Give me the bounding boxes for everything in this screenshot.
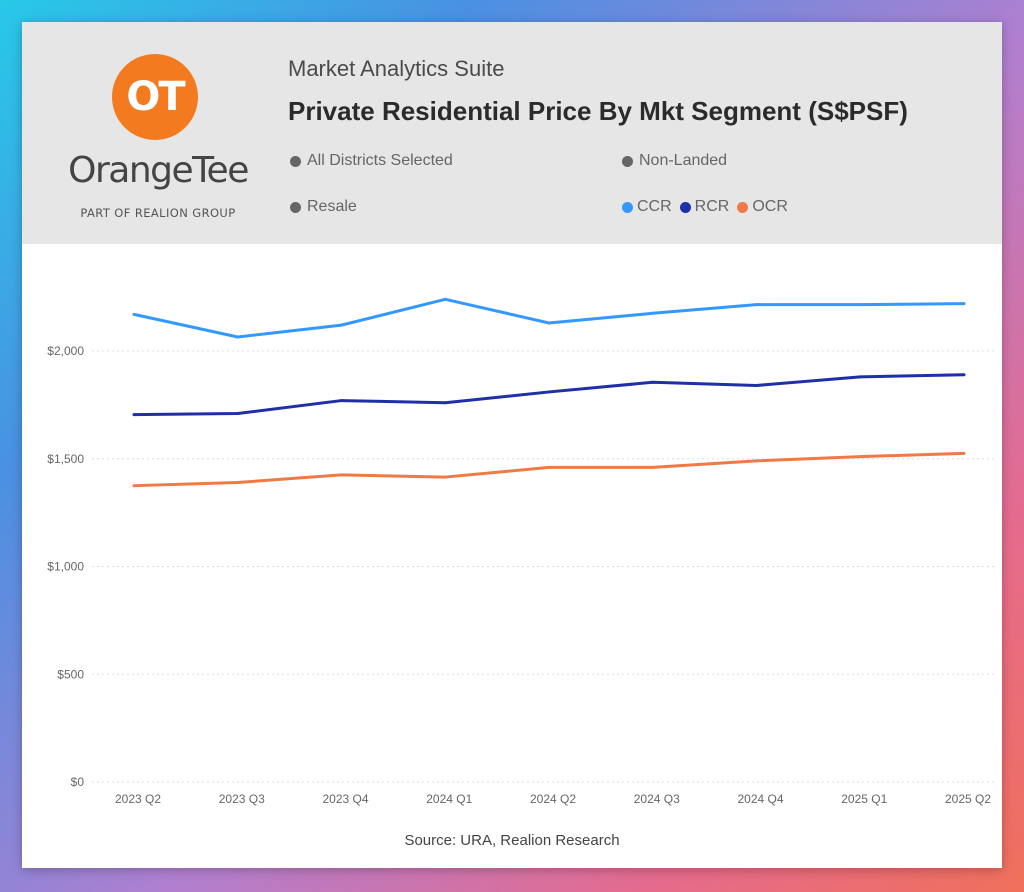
- data-point-ccr[interactable]: [962, 302, 966, 306]
- x-tick-label: 2024 Q1: [426, 792, 472, 806]
- data-point-ocr[interactable]: [755, 459, 758, 463]
- data-point-ccr[interactable]: [443, 297, 447, 301]
- x-tick-label: 2024 Q4: [737, 792, 783, 806]
- y-tick-label: $500: [57, 667, 84, 681]
- filter-property-type-label: Non-Landed: [639, 152, 728, 169]
- data-point-ccr[interactable]: [132, 312, 136, 316]
- y-tick-label: $0: [71, 775, 85, 789]
- data-point-ocr[interactable]: [651, 465, 655, 469]
- brand-name: OrangeTee: [68, 150, 249, 191]
- legend-ccr-dot: [622, 201, 633, 213]
- series-line-ccr[interactable]: [133, 297, 965, 339]
- legend-rcr-dot: [679, 201, 691, 213]
- logo-monogram: OT: [126, 74, 185, 120]
- filter-sale-type-label: Resale: [307, 198, 357, 215]
- data-point-rcr[interactable]: [858, 375, 862, 379]
- orangetee-logo-icon: OT: [112, 54, 198, 140]
- legend-item-ocr[interactable]: OCR: [737, 198, 788, 216]
- data-point-rcr[interactable]: [443, 401, 447, 405]
- legend-item-ccr[interactable]: CCR: [622, 198, 672, 216]
- legend-item-rcr[interactable]: RCR: [679, 198, 730, 216]
- legend-ccr-label: CCR: [637, 198, 672, 215]
- source-note: Source: URA, Realion Research: [404, 832, 620, 849]
- line-chart: $0 $500 $1,000 $1,500 $2,000 2023 Q2 2023 Q3 20…: [47, 297, 997, 806]
- x-tick-label: 2024 Q2: [530, 792, 576, 806]
- chart-card: OT OrangeTee PART OF REALION GROUP Marke…: [22, 22, 1002, 868]
- bullet-icon: [290, 201, 301, 213]
- data-point-ccr[interactable]: [755, 303, 758, 307]
- header-panel: OT OrangeTee PART OF REALION GROUP Marke…: [22, 22, 1002, 244]
- x-tick-label: 2023 Q4: [322, 792, 368, 806]
- data-point-ocr[interactable]: [443, 475, 447, 479]
- data-point-rcr[interactable]: [651, 380, 655, 384]
- data-point-ocr[interactable]: [340, 473, 343, 477]
- data-point-ocr[interactable]: [547, 465, 551, 469]
- data-point-ccr[interactable]: [340, 323, 343, 327]
- x-tick-label: 2025 Q2: [945, 792, 991, 806]
- suite-label: Market Analytics Suite: [288, 56, 505, 81]
- data-point-rcr[interactable]: [962, 373, 966, 377]
- filter-districts[interactable]: All Districts Selected: [290, 152, 453, 170]
- filter-property-type[interactable]: Non-Landed: [622, 152, 727, 170]
- data-point-ocr[interactable]: [132, 484, 136, 488]
- legend-ocr-dot: [737, 201, 749, 213]
- data-point-ccr[interactable]: [236, 335, 240, 339]
- bullet-icon: [622, 155, 633, 167]
- data-point-ocr[interactable]: [858, 455, 862, 459]
- y-tick-label: $1,500: [47, 452, 84, 466]
- filter-sale-type[interactable]: Resale: [290, 198, 357, 216]
- data-point-ocr[interactable]: [236, 480, 240, 484]
- data-point-ccr[interactable]: [547, 321, 551, 325]
- data-point-ccr[interactable]: [858, 303, 862, 307]
- filter-districts-label: All Districts Selected: [307, 152, 453, 169]
- bullet-icon: [290, 155, 301, 167]
- data-point-ocr[interactable]: [962, 451, 966, 455]
- page-title: Private Residential Price By Mkt Segment…: [288, 96, 908, 126]
- y-tick-label: $1,000: [47, 560, 84, 574]
- x-tick-label: 2025 Q1: [841, 792, 887, 806]
- chart-legend: CCR RCR OCR: [622, 198, 796, 216]
- data-point-rcr[interactable]: [236, 411, 240, 415]
- data-point-ccr[interactable]: [651, 311, 655, 315]
- series-line-rcr[interactable]: [133, 373, 965, 417]
- x-tick-label: 2023 Q3: [219, 792, 265, 806]
- series-line-ocr[interactable]: [133, 451, 965, 488]
- data-point-rcr[interactable]: [132, 413, 136, 417]
- brand-tagline: PART OF REALION GROUP: [80, 206, 236, 220]
- legend-rcr-label: RCR: [694, 198, 730, 215]
- y-tick-label: $2,000: [47, 344, 84, 358]
- x-tick-label: 2023 Q2: [115, 792, 161, 806]
- x-tick-label: 2024 Q3: [634, 792, 680, 806]
- data-point-rcr[interactable]: [755, 383, 758, 387]
- legend-ocr-label: OCR: [752, 198, 788, 215]
- data-point-rcr[interactable]: [340, 399, 343, 403]
- data-point-rcr[interactable]: [547, 390, 551, 394]
